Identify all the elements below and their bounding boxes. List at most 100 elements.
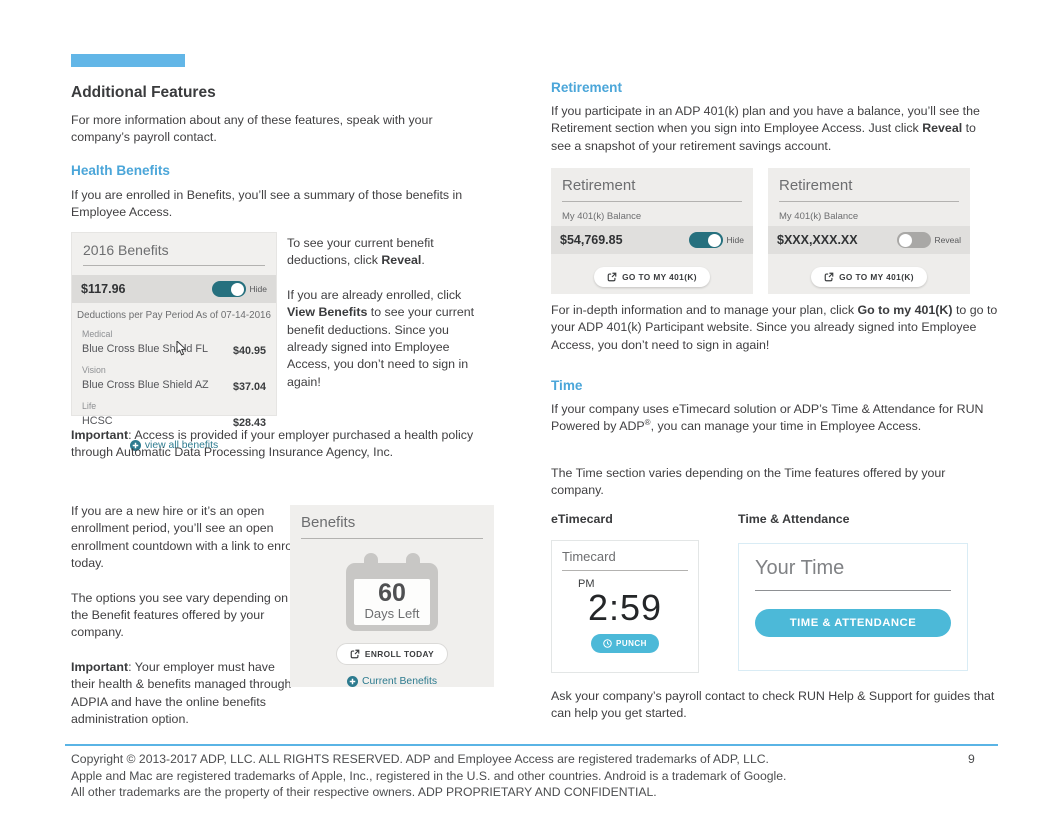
go-to-401k-keyword: Go to my 401(K) xyxy=(857,303,953,317)
view-benefits-keyword: View Benefits xyxy=(287,305,368,320)
benefit-amount: $28.43 xyxy=(232,417,266,429)
important-note-enrollment: Important: Your employer must have their… xyxy=(71,659,292,727)
your-time-title: Your Time xyxy=(755,557,951,591)
timecard-title: Timecard xyxy=(562,549,688,571)
footer-line-2: Apple and Mac are registered trademarks … xyxy=(71,768,787,783)
footer-copyright: Copyright © 2013-2017 ADP, LLC. ALL RIGH… xyxy=(71,751,921,801)
benefit-category: Medical xyxy=(82,329,113,339)
days-left-number: 60 xyxy=(378,579,406,607)
enroll-card-title: Benefits xyxy=(301,514,483,539)
reveal-toggle-label: Reveal xyxy=(934,235,961,245)
benefit-item-row: Vision Blue Cross Blue Shield AZ $37.04 xyxy=(72,365,276,393)
punch-label: PUNCH xyxy=(616,639,647,648)
benefit-item-row: Medical Blue Cross Blue Shield FL $40.95 xyxy=(72,329,276,357)
intro-paragraph: For more information about any of these … xyxy=(71,113,433,145)
health-benefits-body: If you are enrolled in Benefits, you’ll … xyxy=(71,188,463,220)
external-link-icon xyxy=(350,649,360,659)
hide-toggle[interactable] xyxy=(211,281,246,297)
reveal-keyword: Reveal xyxy=(381,253,422,268)
retirement-card-title: Retirement xyxy=(562,177,742,202)
benefit-plan-name: Blue Cross Blue Shield FL xyxy=(82,343,209,355)
view-all-benefits-label: view all benefits xyxy=(144,440,219,451)
benefit-item-row: Life HCSC $28.43 xyxy=(72,401,276,429)
footer-divider xyxy=(65,744,998,746)
benefits-amount-row: $117.96 Hide xyxy=(72,275,276,303)
retirement-heading: Retirement xyxy=(551,80,623,95)
side-note-paragraph: If you are already enrolled, click View … xyxy=(287,287,475,389)
benefit-amount: $37.04 xyxy=(232,381,266,393)
enrollment-countdown-card: Benefits 60 Days Left ENROLL TODAY xyxy=(290,505,494,687)
benefits-card-title: 2016 Benefits xyxy=(83,242,265,266)
timecard-time: 2:59 xyxy=(587,587,663,628)
page-title: Additional Features xyxy=(71,84,216,101)
external-link-icon xyxy=(607,272,617,282)
mouse-cursor-icon xyxy=(176,339,187,356)
retirement-card-title: Retirement xyxy=(779,177,959,202)
calendar-window: 60 Days Left xyxy=(354,579,430,625)
days-left-label: Days Left xyxy=(364,606,420,621)
current-benefits-link[interactable]: Current Benefits xyxy=(290,676,494,687)
go-to-401k-button[interactable]: GO TO MY 401(K) xyxy=(811,267,927,287)
registered-mark: ® xyxy=(644,418,651,428)
benefits-side-note: To see your current benefit deductions, … xyxy=(287,235,481,408)
left-column: Additional Features For more information… xyxy=(71,54,523,754)
plus-circle-icon xyxy=(129,440,141,451)
reveal-keyword: Reveal xyxy=(922,121,963,136)
toggle-knob xyxy=(707,233,721,247)
balance-label: My 401(k) Balance xyxy=(779,211,859,222)
enrollment-text-block: If you are a new hire or it’s an open en… xyxy=(71,503,299,745)
footer-line-1: Copyright © 2013-2017 ADP, LLC. ALL RIGH… xyxy=(71,752,769,766)
balance-amount: $54,769.85 xyxy=(560,233,623,247)
enrollment-paragraph: If you are a new hire or it’s an open en… xyxy=(71,504,298,571)
balance-row: $XXX,XXX.XX Reveal xyxy=(768,226,970,254)
calendar-icon: 60 Days Left xyxy=(346,553,438,631)
toggle-knob xyxy=(230,282,244,296)
time-attendance-button[interactable]: TIME & ATTENDANCE xyxy=(755,609,951,637)
benefit-category: Vision xyxy=(82,365,106,375)
footer-line-3: All other trademarks are the property of… xyxy=(71,785,657,800)
time-body-2: The Time section varies depending on the… xyxy=(551,466,946,498)
retirement-after-paragraph: For in-depth information and to manage y… xyxy=(551,303,998,352)
page-number: 9 xyxy=(968,752,975,766)
plus-circle-icon xyxy=(346,676,358,687)
balance-amount-masked: $XXX,XXX.XX xyxy=(777,233,858,247)
enroll-today-label: ENROLL TODAY xyxy=(364,649,435,659)
benefits-total-amount: $117.96 xyxy=(81,282,126,296)
benefit-amount: $40.95 xyxy=(232,345,266,357)
timecard-meridiem: PM xyxy=(578,578,595,590)
hide-toggle-label: Hide xyxy=(726,235,744,245)
enroll-today-button[interactable]: ENROLL TODAY xyxy=(335,643,449,665)
retirement-body: If you participate in an ADP 401(k) plan… xyxy=(551,104,980,153)
etimecard-label: eTimecard xyxy=(551,512,613,526)
time-body-1: If your company uses eTimecard solution … xyxy=(551,402,984,434)
current-benefits-label: Current Benefits xyxy=(361,676,438,687)
view-all-benefits-link[interactable]: view all benefits xyxy=(72,440,276,451)
reveal-toggle[interactable] xyxy=(896,232,931,248)
benefit-plan-name: HCSC xyxy=(82,415,113,427)
toggle-knob xyxy=(898,233,912,247)
deductions-caption: Deductions per Pay Period As of 07-14-20… xyxy=(77,310,271,321)
balance-row: $54,769.85 Hide xyxy=(551,226,753,254)
timecard-card: Timecard PM 2:59 PUNCH xyxy=(551,540,699,673)
enrollment-paragraph: The options you see vary depending on th… xyxy=(71,590,288,640)
time-closing-paragraph: Ask your company’s payroll contact to ch… xyxy=(551,689,995,721)
go-to-401k-label: GO TO MY 401(K) xyxy=(839,272,914,282)
benefit-category: Life xyxy=(82,401,97,411)
external-link-icon xyxy=(824,272,834,282)
health-benefits-heading: Health Benefits xyxy=(71,163,170,178)
accent-bar xyxy=(71,54,185,67)
clock-icon xyxy=(603,639,612,648)
balance-label: My 401(k) Balance xyxy=(562,211,642,222)
hide-toggle-label: Hide xyxy=(249,284,267,294)
time-heading: Time xyxy=(551,378,583,393)
punch-button[interactable]: PUNCH xyxy=(591,634,659,653)
side-note-paragraph: To see your current benefit deductions, … xyxy=(287,236,434,268)
go-to-401k-button[interactable]: GO TO MY 401(K) xyxy=(594,267,710,287)
go-to-401k-label: GO TO MY 401(K) xyxy=(622,272,697,282)
benefit-plan-name: Blue Cross Blue Shield AZ xyxy=(82,379,209,391)
right-column: Retirement If you participate in an ADP … xyxy=(551,78,998,758)
benefits-summary-card: 2016 Benefits $117.96 Hide Deductions pe… xyxy=(71,232,277,451)
your-time-card: Your Time TIME & ATTENDANCE xyxy=(738,543,968,671)
hide-toggle[interactable] xyxy=(688,232,723,248)
